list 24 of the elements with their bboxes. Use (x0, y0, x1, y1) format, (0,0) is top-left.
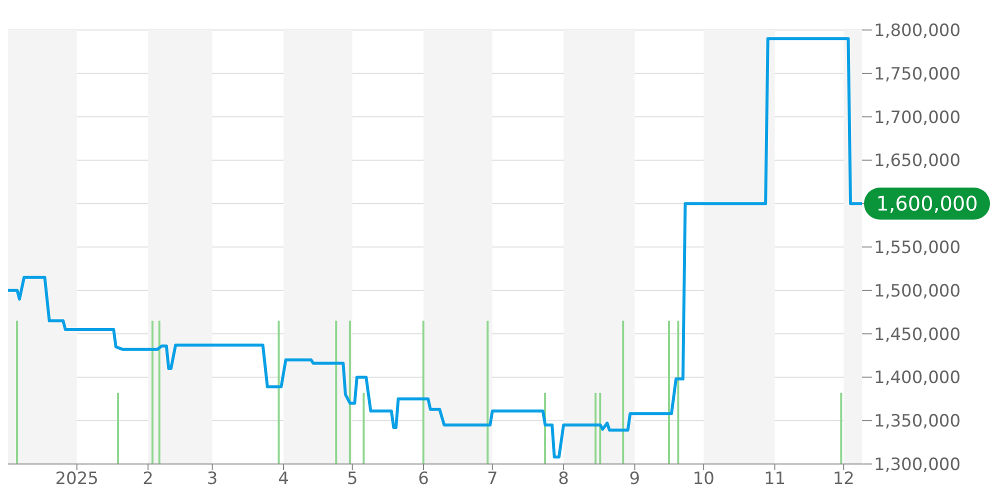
annotation: 1,600,000 (876, 192, 978, 216)
y-tick-label: 1,350,000 (874, 412, 961, 432)
x-tick-label: 9 (629, 469, 640, 490)
x-tick-label: 11 (764, 469, 786, 490)
y-tick-label: 1,550,000 (874, 238, 961, 258)
x-tick-label: 3 (206, 469, 218, 490)
y-tick-label: 1,750,000 (874, 64, 961, 84)
x-tick-label: 10 (692, 469, 714, 490)
x-tick-label: 5 (346, 469, 358, 490)
x-tick-label: 12 (832, 469, 854, 490)
line-series (8, 37, 862, 459)
x-tick-label: 2 (142, 469, 154, 490)
x-tick-label: 8 (558, 469, 569, 490)
y-tick-label: 1,400,000 (874, 368, 961, 388)
y-tick-label: 1,500,000 (874, 281, 961, 302)
y-tick-label: 1,300,000 (874, 455, 961, 476)
x-tick-label: 4 (278, 469, 289, 490)
y-tick-label: 1,800,000 (874, 21, 961, 42)
y-tick-label: 1,450,000 (874, 324, 961, 345)
y-tick-label: 1,650,000 (874, 151, 961, 172)
x-tick-label: 7 (486, 469, 498, 490)
y-tick-label: 1,700,000 (874, 108, 961, 128)
x-tick-label: 2025 (55, 469, 99, 490)
x-tick-label: 6 (418, 469, 429, 490)
